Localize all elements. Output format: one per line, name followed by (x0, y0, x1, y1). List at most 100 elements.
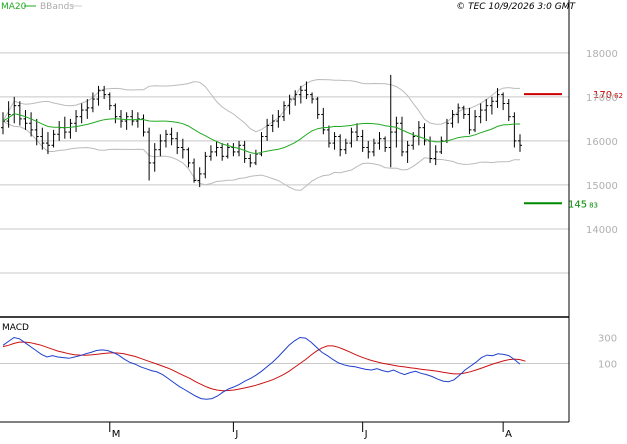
ohlc-bar (197, 167, 202, 188)
ohlc-bar (399, 116, 404, 157)
price-y-tick-label: 16000 (586, 137, 618, 148)
ma20-legend-label: MA20 (1, 2, 27, 12)
ohlc-bar (405, 140, 410, 163)
ohlc-bar (175, 132, 180, 155)
macd-line (2, 336, 521, 400)
macd-y-tick-label: 300 (598, 334, 617, 345)
ohlc-bar (242, 140, 247, 163)
macd-signal-line (2, 341, 526, 392)
ohlc-bar (489, 96, 494, 115)
ohlc-bar (422, 123, 427, 146)
macd-y-tick-label: 100 (598, 360, 617, 371)
ohlc-bar (321, 107, 326, 135)
ohlc-bar (287, 94, 292, 115)
x-month-label: A (505, 429, 512, 440)
ohlc-bar (79, 103, 84, 124)
ohlc-bar (366, 140, 371, 159)
ohlc-bar (315, 96, 320, 119)
ohlc-bar (473, 110, 478, 133)
ohlc-bar (293, 90, 298, 106)
ohlc-bar (326, 125, 331, 148)
ohlc-bar (377, 132, 382, 150)
ohlc-bar (501, 92, 506, 111)
ohlc-bar (484, 99, 489, 122)
ohlc-bar (512, 112, 517, 148)
ohlc-bar (349, 127, 354, 148)
ohlc-bar (96, 85, 101, 106)
ohlc-bar (68, 118, 73, 139)
bbands-upper-line (2, 78, 520, 133)
ohlc-bar (383, 136, 388, 152)
ohlc-bar (163, 129, 168, 148)
ohlc-bar (220, 143, 225, 161)
ohlc-bar (169, 127, 174, 146)
ohlc-bar (495, 88, 500, 108)
ohlc-bar (439, 136, 444, 155)
ohlc-bar (478, 103, 483, 124)
ohlc-bar (450, 110, 455, 128)
ohlc-bar (265, 118, 270, 141)
ohlc-bar (208, 145, 213, 161)
ohlc-bar (34, 118, 39, 146)
ohlc-bar (281, 101, 286, 122)
ohlc-bar (456, 103, 461, 124)
x-month-label: J (234, 429, 238, 440)
ohlc-bar (192, 158, 197, 183)
price-y-tick-label: 18000 (586, 49, 618, 60)
ohlc-bar (180, 138, 185, 159)
bbands-legend-label: BBands (40, 2, 74, 12)
ohlc-bar (298, 85, 303, 104)
ohlc-bar (107, 92, 112, 111)
ohlc-bar (124, 112, 129, 130)
ma20-line (2, 113, 520, 155)
ohlc-bar (506, 99, 511, 122)
ohlc-bar (338, 134, 343, 157)
price-y-tick-label: 15000 (586, 181, 618, 192)
ohlc-bar (74, 110, 79, 133)
ohlc-bar (17, 101, 22, 126)
ohlc-bar (152, 143, 157, 172)
ohlc-bar (371, 138, 376, 157)
ohlc-bar (203, 151, 208, 179)
ohlc-bar (6, 101, 11, 128)
ohlc-bar (29, 112, 34, 137)
ohlc-bar (90, 92, 95, 113)
ohlc-bar (343, 138, 348, 155)
ohlc-bar (186, 147, 191, 168)
price-y-tick-label: 17000 (586, 93, 618, 104)
ohlc-bar (147, 127, 152, 181)
ohlc-bar (51, 129, 56, 148)
ohlc-bar (85, 99, 90, 119)
ohlc-bar (45, 132, 50, 155)
ohlc-bar (113, 103, 118, 124)
macd-panel-title: MACD (2, 323, 29, 333)
x-month-label: M (112, 429, 121, 440)
ohlc-bar (141, 114, 146, 137)
copyright-label: © TEC 10/9/2026 3:0 GMT (456, 2, 576, 12)
ohlc-bar (158, 134, 163, 157)
ohlc-bar (248, 154, 253, 168)
ohlc-bar (130, 110, 135, 126)
bbands-lower-line (2, 120, 520, 191)
ohlc-bar (433, 145, 438, 166)
ohlc-bar (360, 129, 365, 152)
ohlc-bar (394, 116, 399, 148)
ohlc-bar (518, 134, 522, 152)
ohlc-bar (102, 85, 107, 100)
support-level-label: 145 83 (568, 199, 598, 210)
resistance-level-label: 170 62 (593, 90, 623, 101)
ohlc-bar (23, 110, 28, 130)
ohlc-bar (40, 127, 45, 150)
x-month-label: J (364, 429, 368, 440)
ohlc-bar (304, 81, 309, 100)
price-y-tick-label: 14000 (586, 225, 618, 236)
ohlc-bar (461, 105, 466, 119)
ohlc-bar (310, 92, 315, 104)
ohlc-bar (388, 74, 393, 168)
ohlc-bar (276, 110, 281, 128)
ohlc-bar (467, 107, 472, 135)
ohlc-bar (214, 140, 219, 157)
ohlc-bar (270, 114, 275, 133)
